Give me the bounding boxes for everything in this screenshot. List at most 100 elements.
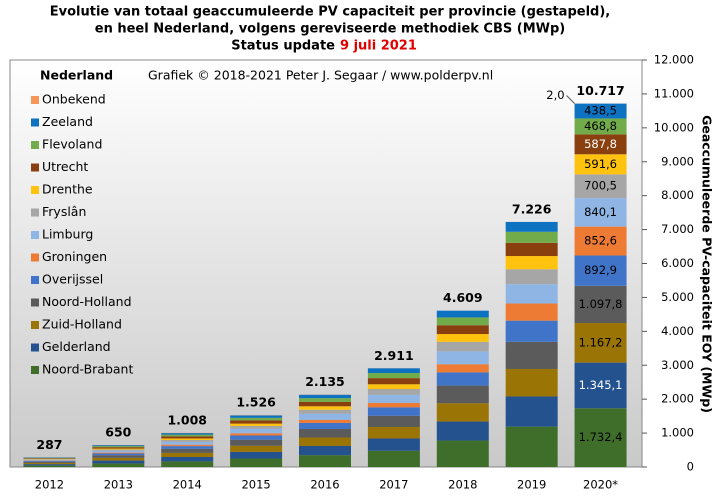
value-label: 852,6	[584, 234, 617, 248]
bar-segment	[367, 378, 420, 385]
value-label: 1.732,4	[579, 430, 623, 444]
total-label: 1.526	[236, 395, 276, 410]
bar-segment	[574, 226, 627, 256]
legend-swatch	[31, 366, 39, 374]
x-tick-label: 2014	[173, 478, 202, 492]
legend-label: Noord-Holland	[42, 294, 132, 309]
legend-swatch	[31, 208, 39, 217]
legend-label: Gelderland	[42, 339, 111, 354]
bar-segment	[230, 428, 283, 434]
bar-segment	[436, 351, 489, 365]
bar-segment	[299, 429, 351, 438]
bar-segment	[299, 409, 351, 414]
legend-swatch	[31, 231, 39, 239]
value-label: 2,0	[546, 88, 564, 102]
bar-segment	[574, 154, 627, 175]
bar-segment	[230, 420, 283, 424]
bar-segment	[23, 464, 76, 466]
bar-segment	[367, 415, 420, 427]
bar-segment	[161, 436, 214, 439]
bar-segment	[367, 368, 420, 374]
bar-segment	[436, 372, 489, 386]
x-tick-label: 2019	[517, 478, 546, 492]
bar-segment	[505, 341, 558, 369]
bar-segment	[367, 394, 420, 403]
bar-segment	[505, 368, 558, 397]
bar-segment	[92, 447, 145, 449]
bar-segment	[505, 221, 558, 232]
bar-segment	[505, 256, 558, 270]
y-tick-label: 3.000	[661, 358, 694, 372]
bar-segment	[574, 134, 627, 155]
leader-line	[566, 95, 575, 104]
bar-segment	[161, 433, 214, 435]
bar-segment	[92, 449, 145, 451]
status-text: Status update	[231, 39, 335, 54]
bar-segment	[23, 461, 76, 463]
legend-label: Drenthe	[42, 182, 93, 197]
bar-segment	[230, 417, 283, 421]
y-tick-label: 8.000	[661, 188, 694, 202]
value-label: 1.345,1	[579, 378, 623, 392]
x-tick-label: 2012	[35, 478, 64, 492]
legend-label: Fryslân	[42, 204, 86, 219]
total-label: 7.226	[512, 201, 552, 216]
bar-segment	[436, 325, 489, 335]
bar-segment	[161, 452, 214, 457]
total-label: 4.609	[443, 290, 483, 305]
bar-segment	[574, 255, 627, 286]
bar-segment	[230, 425, 283, 429]
bar-segment	[574, 285, 627, 324]
bar-segment	[92, 452, 145, 454]
total-label: 287	[36, 437, 62, 452]
bar-segment	[574, 103, 627, 119]
bar-segment	[92, 446, 145, 448]
legend-label: Noord-Brabant	[42, 362, 133, 377]
value-label: 468,8	[584, 119, 617, 133]
bar-segment	[505, 269, 558, 285]
bar-segment	[574, 323, 627, 363]
legend-label: Utrecht	[42, 159, 88, 174]
bar-segment	[230, 451, 283, 459]
bar-segment	[367, 388, 420, 395]
bar-segment	[299, 422, 351, 430]
y-tick-label: 0	[687, 460, 694, 474]
bar-segment	[505, 231, 558, 243]
legend-swatch	[31, 343, 39, 352]
x-tick-label: 2018	[448, 478, 477, 492]
bar-segment	[299, 455, 351, 467]
bar-segment	[436, 385, 489, 404]
bar-segment	[505, 396, 558, 427]
value-label: 591,6	[584, 157, 617, 171]
bar-segment	[574, 362, 627, 409]
y-tick-label: 9.000	[661, 154, 694, 168]
bar-segment	[230, 433, 283, 436]
legend-title: Nederland	[40, 68, 113, 83]
bar-segment	[230, 423, 283, 426]
bar-segment	[299, 413, 351, 420]
bar-segment	[230, 458, 283, 467]
total-label: 1.008	[167, 412, 207, 427]
bar-segment	[574, 174, 627, 199]
bar-segment	[505, 320, 558, 342]
legend-label: Zeeland	[42, 114, 93, 129]
bar-segment	[367, 407, 420, 416]
legend-label: Zuid-Holland	[42, 317, 122, 332]
bar-segment	[367, 384, 420, 389]
bar-segment	[299, 419, 351, 423]
bar-segment	[299, 394, 351, 399]
bar-segment	[161, 441, 214, 445]
bar-segment	[23, 458, 76, 459]
bar-segment	[299, 398, 351, 402]
bar-segment	[92, 455, 145, 458]
bar-segment	[436, 403, 489, 422]
bar-segment	[367, 450, 420, 467]
bar-segment	[92, 457, 145, 461]
bar-segment	[505, 303, 558, 321]
bar-segment	[505, 242, 558, 257]
bar-segment	[230, 415, 283, 418]
x-tick-label: 2017	[379, 478, 408, 492]
bar-segment	[23, 462, 76, 465]
bar-segment	[161, 434, 214, 437]
legend-label: Overijssel	[42, 272, 103, 287]
